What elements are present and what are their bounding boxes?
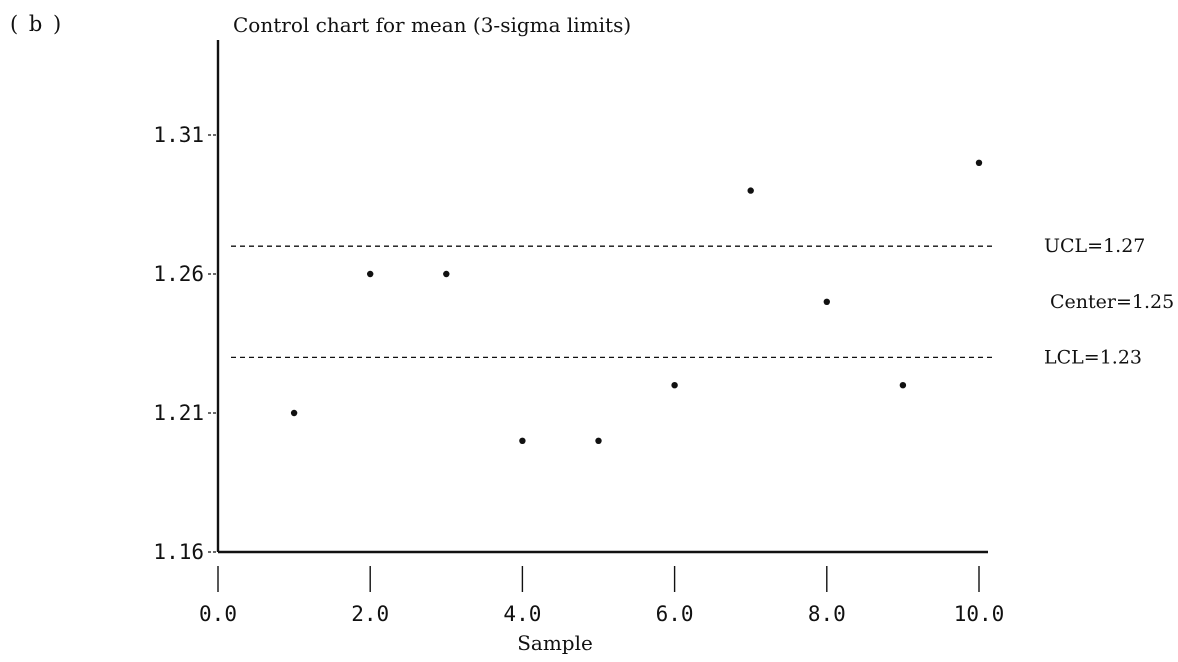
data-point: [443, 270, 450, 278]
center-label: Center=1.25: [1050, 291, 1174, 313]
x-tick-label: 2.0: [351, 602, 389, 626]
y-ticks: 1.16 1.21 1.26 1.31: [153, 123, 218, 564]
x-tick-label: 10.0: [954, 602, 1005, 626]
data-point: [823, 298, 830, 305]
x-axis-label: Sample: [517, 631, 593, 655]
x-tick-label: 6.0: [656, 602, 694, 626]
reference-lines: [231, 245, 996, 359]
axes: [216, 40, 988, 554]
data-point: [899, 382, 907, 389]
data-point: [671, 382, 678, 389]
ucl-label: UCL=1.27: [1044, 235, 1145, 257]
y-tick-label: 1.26: [153, 262, 204, 286]
data-point: [747, 187, 754, 194]
x-tick-label: 0.0: [199, 602, 237, 626]
data-point: [367, 270, 374, 278]
data-points: [290, 159, 983, 444]
data-point: [975, 159, 983, 166]
x-tick-label: 8.0: [808, 602, 846, 626]
data-point: [290, 409, 298, 417]
lcl-label: LCL=1.23: [1044, 346, 1142, 368]
panel-label: ( b ): [10, 12, 64, 36]
reference-labels: UCL=1.27 Center=1.25 LCL=1.23: [1044, 235, 1174, 368]
y-tick-label: 1.31: [153, 123, 204, 147]
x-tick-label: 4.0: [503, 602, 541, 626]
x-ticks: 0.0 2.0 4.0 6.0 8.0 10.0: [199, 566, 1004, 626]
chart-title: Control chart for mean (3-sigma limits): [233, 13, 631, 37]
data-point: [595, 437, 602, 444]
data-point: [519, 437, 526, 444]
y-tick-label: 1.16: [153, 540, 204, 564]
y-tick-label: 1.21: [153, 401, 204, 425]
